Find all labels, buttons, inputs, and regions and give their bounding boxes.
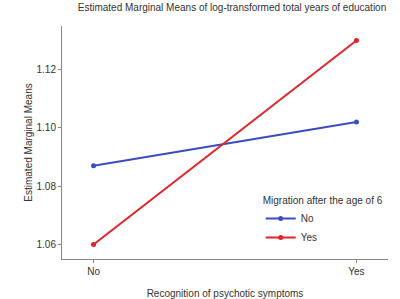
svg-text:1.12: 1.12 (37, 64, 57, 75)
svg-text:No: No (301, 213, 314, 224)
svg-text:1.08: 1.08 (37, 181, 57, 192)
svg-text:Recognition of psychotic sympt: Recognition of psychotic symptoms (147, 288, 304, 299)
svg-text:Yes: Yes (301, 232, 317, 243)
svg-text:Migration after the age of 6: Migration after the age of 6 (263, 195, 383, 206)
svg-text:Yes: Yes (348, 266, 364, 277)
svg-text:No: No (87, 266, 100, 277)
svg-text:Estimated Marginal Means: Estimated Marginal Means (23, 83, 34, 201)
svg-text:Estimated Marginal Means of lo: Estimated Marginal Means of log-transfor… (78, 2, 387, 13)
svg-text:1.06: 1.06 (37, 239, 57, 250)
svg-text:1.10: 1.10 (37, 122, 57, 133)
